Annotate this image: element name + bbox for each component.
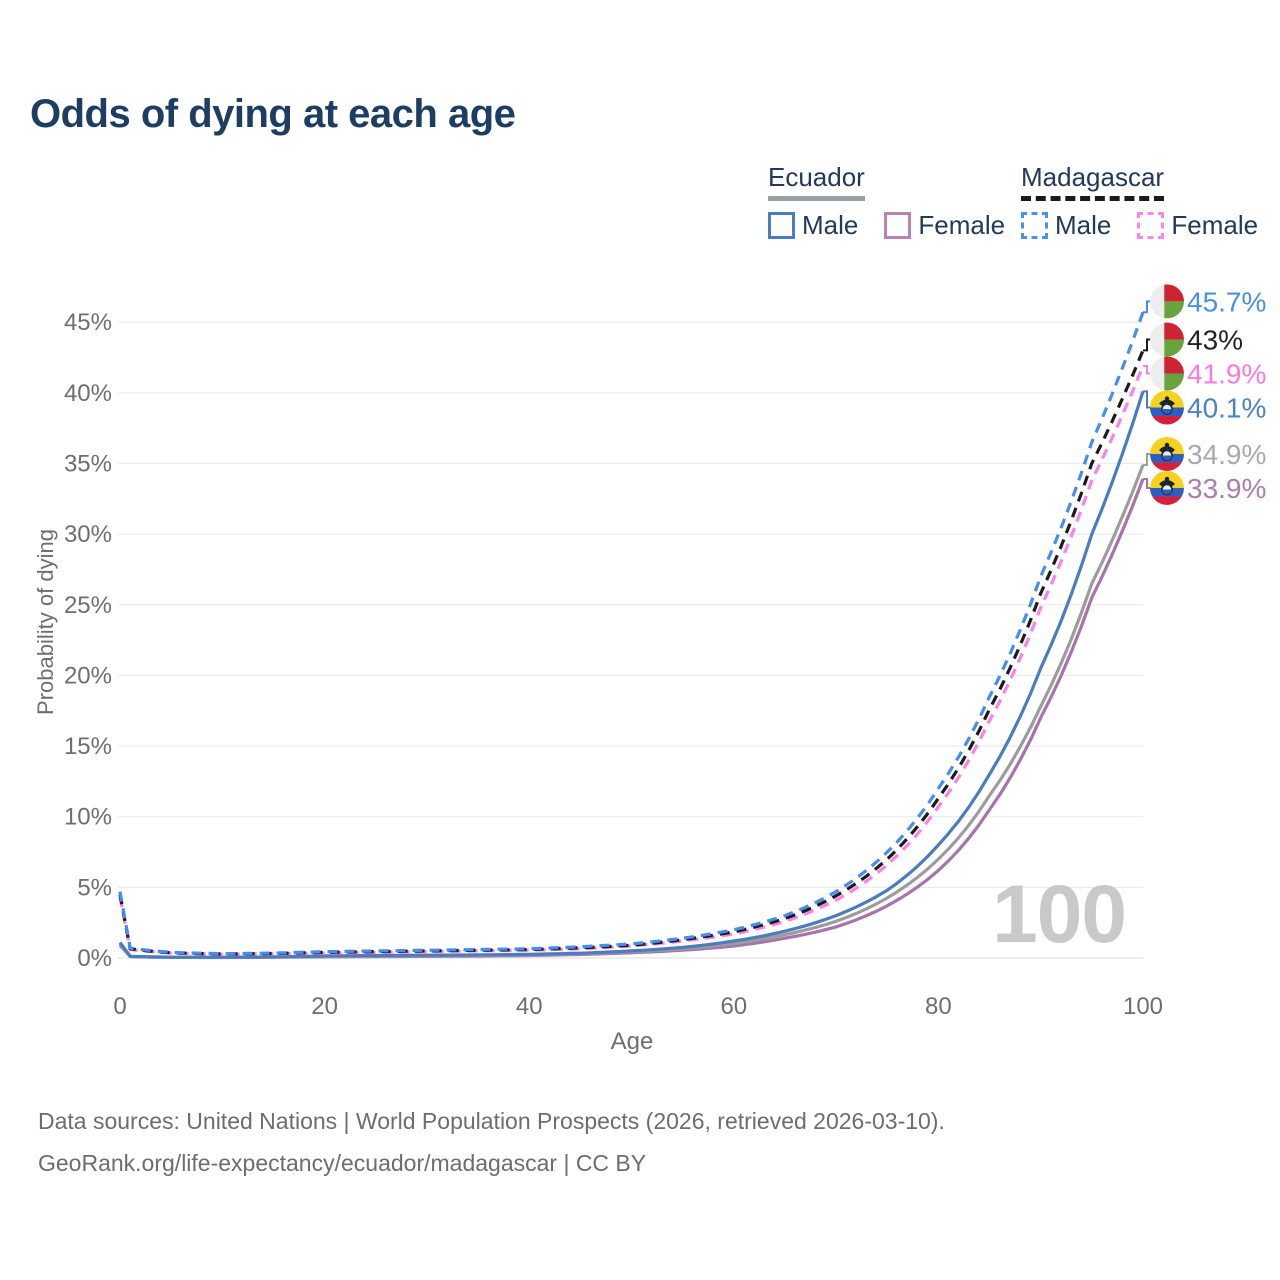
x-tick-0: 0 (113, 993, 126, 1020)
footer-data-sources: Data sources: United Nations | World Pop… (38, 1108, 945, 1134)
legend-header-madagascar[interactable]: Madagascar (1021, 162, 1165, 201)
y-tick-35: 35% (64, 450, 112, 477)
madagascar-male-swatch-icon (1021, 212, 1048, 239)
legend-items-madagascar: Male Female (1021, 210, 1258, 241)
series-line-madagascar-female[interactable] (118, 365, 1145, 956)
footer-attribution: GeoRank.org/life-expectancy/ecuador/mada… (38, 1150, 647, 1176)
end-label-ecuador-female: 33.9% (1187, 473, 1266, 504)
y-tick-20: 20% (64, 662, 112, 689)
end-label-ecuador-both-sexes: 34.9% (1187, 439, 1266, 470)
legend-item-ecuador-male[interactable]: Male (768, 210, 858, 241)
end-connector-madagascar-female (1143, 365, 1152, 375)
madagascar-female-swatch-icon (1137, 212, 1165, 239)
y-tick-45: 45% (64, 309, 112, 336)
y-tick-0: 0% (77, 945, 112, 972)
legend-item-ecuador-male-label: Male (802, 210, 859, 240)
end-annotation-ecuador-male: 40.1% (1143, 390, 1266, 425)
legend-header-madagascar-label: Madagascar (1021, 162, 1165, 192)
end-connector-ecuador-both-sexes (1143, 453, 1152, 466)
end-connector-ecuador-male (1143, 390, 1152, 409)
legend-item-madagascar-female[interactable]: Female (1137, 210, 1258, 241)
y-tick-30: 30% (64, 521, 112, 548)
ecuador-flag-icon (1150, 470, 1184, 505)
x-tick-60: 60 (720, 993, 747, 1020)
legend-item-ecuador-female[interactable]: Female (884, 210, 1005, 241)
end-annotation-ecuador-female: 33.9% (1143, 470, 1266, 505)
end-connector-madagascar-male (1143, 300, 1152, 314)
end-label-madagascar-female: 41.9% (1187, 359, 1266, 390)
end-annotation-madagascar-both-sexes: 43% (1143, 322, 1243, 357)
x-tick-20: 20 (311, 993, 338, 1020)
end-connector-madagascar-both-sexes (1143, 338, 1152, 352)
y-tick-15: 15% (64, 733, 112, 760)
y-tick-40: 40% (64, 380, 112, 407)
x-axis-title: Age (610, 1028, 654, 1055)
legend-item-madagascar-male[interactable]: Male (1021, 210, 1111, 241)
legend-item-madagascar-male-label: Male (1055, 210, 1112, 240)
x-tick-100: 100 (1123, 993, 1163, 1020)
y-tick-5: 5% (77, 874, 112, 901)
legend-group-madagascar: Madagascar Male Female (1021, 162, 1258, 241)
end-label-madagascar-male: 45.7% (1187, 286, 1266, 317)
legend-items-ecuador: Male Female (768, 210, 1005, 241)
series-line-madagascar-both-sexes[interactable] (118, 349, 1145, 956)
legend-header-ecuador-label: Ecuador (768, 162, 865, 192)
legend-header-ecuador[interactable]: Ecuador (768, 162, 865, 201)
end-annotation-ecuador-both-sexes: 34.9% (1143, 436, 1266, 471)
end-label-ecuador-male: 40.1% (1187, 393, 1266, 424)
y-tick-25: 25% (64, 592, 112, 619)
x-tick-40: 40 (516, 993, 543, 1020)
hover-age-watermark: 100 (992, 869, 1126, 960)
legend-item-madagascar-female-label: Female (1171, 210, 1259, 240)
chart-title: Odds of dying at each age (30, 92, 516, 136)
ecuador-female-swatch-icon (884, 212, 912, 239)
x-tick-80: 80 (925, 993, 952, 1020)
legend-group-ecuador: Ecuador Male Female (768, 162, 1005, 241)
ecuador-flag-icon (1150, 436, 1184, 471)
end-annotation-madagascar-male: 45.7% (1143, 284, 1266, 319)
series-line-ecuador-male[interactable] (118, 390, 1145, 959)
ecuador-male-swatch-icon (768, 212, 795, 239)
legend-item-ecuador-female-label: Female (918, 210, 1006, 240)
ecuador-flag-icon (1150, 390, 1184, 425)
end-connector-ecuador-female (1143, 478, 1152, 489)
y-tick-10: 10% (64, 804, 112, 831)
end-annotation-madagascar-female: 41.9% (1143, 356, 1266, 391)
end-label-madagascar-both-sexes: 43% (1187, 325, 1243, 356)
series-line-madagascar-male[interactable] (118, 311, 1145, 956)
